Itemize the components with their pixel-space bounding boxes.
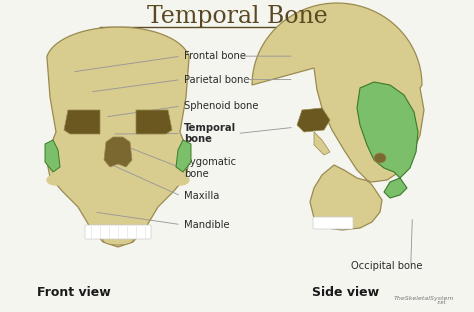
Text: TheSkeletalSystem: TheSkeletalSystem	[394, 296, 455, 301]
FancyBboxPatch shape	[85, 225, 151, 239]
Text: Occipital bone: Occipital bone	[351, 261, 422, 271]
Ellipse shape	[374, 153, 386, 163]
Polygon shape	[297, 108, 330, 132]
Text: Mandible: Mandible	[184, 220, 229, 230]
Polygon shape	[104, 137, 132, 167]
Polygon shape	[357, 82, 418, 198]
Polygon shape	[45, 140, 60, 172]
Text: Front view: Front view	[36, 286, 110, 299]
Text: Zygomatic
bone: Zygomatic bone	[184, 157, 237, 179]
Polygon shape	[64, 110, 100, 134]
Polygon shape	[136, 110, 172, 134]
Polygon shape	[46, 27, 190, 247]
Ellipse shape	[103, 235, 133, 245]
Polygon shape	[252, 3, 424, 230]
Text: Side view: Side view	[312, 286, 380, 299]
Text: Frontal bone: Frontal bone	[184, 51, 246, 61]
Text: .net: .net	[436, 300, 446, 305]
Text: Maxilla: Maxilla	[184, 191, 219, 201]
Polygon shape	[176, 140, 191, 172]
Ellipse shape	[47, 175, 65, 185]
Text: Parietal bone: Parietal bone	[184, 75, 249, 85]
Text: Temporal
bone: Temporal bone	[184, 123, 236, 144]
Ellipse shape	[171, 175, 189, 185]
Text: Temporal Bone: Temporal Bone	[146, 4, 328, 27]
FancyBboxPatch shape	[313, 217, 353, 229]
Polygon shape	[314, 132, 330, 155]
Text: Sphenoid bone: Sphenoid bone	[184, 101, 258, 111]
